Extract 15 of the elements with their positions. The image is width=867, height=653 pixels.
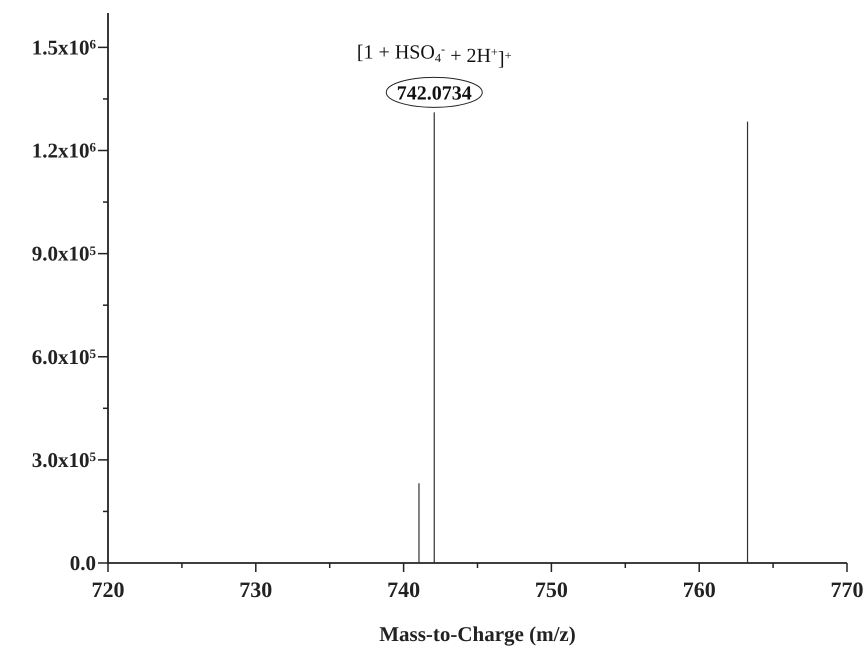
y-tick-label: 1.2x10$^{6}$ — [32, 138, 96, 162]
y-tick-label: 3.0x10$^{5}$ — [32, 448, 96, 472]
x-tick-label: 770 — [830, 577, 864, 602]
annotation: [1 + HSO$_{4}$$^{-}$ + 2H$^{+}$]$^{+}$ — [356, 41, 512, 70]
x-tick-label: 730 — [239, 577, 272, 602]
x-axis-title: Mass-to-Charge (m/z) — [379, 622, 576, 646]
x-tick-label: 740 — [387, 577, 420, 602]
x-tick-label: 760 — [682, 577, 716, 602]
y-tick-label: 0.0 — [70, 551, 96, 575]
annotation: 742.0734 — [396, 82, 472, 104]
x-tick-label: 750 — [534, 577, 568, 602]
x-tick-label: 720 — [92, 577, 124, 602]
y-tick-label: 9.0x10$^{5}$ — [32, 242, 96, 266]
y-tick-label: 1.5x10$^{6}$ — [32, 35, 96, 60]
y-tick-label: 6.0x10$^{5}$ — [32, 344, 96, 369]
